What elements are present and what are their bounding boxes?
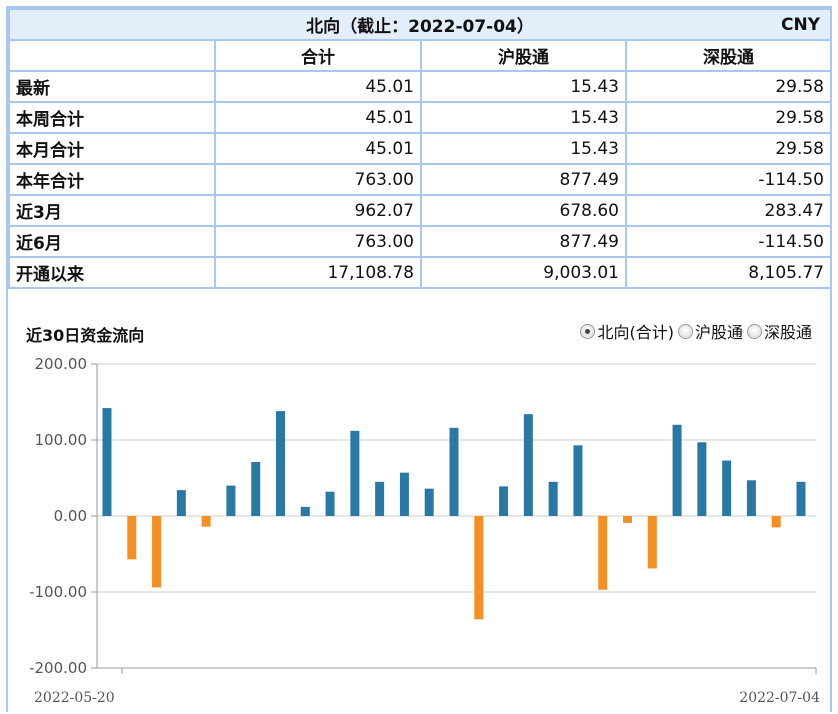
x-tick-label: 2022-07-04	[739, 690, 820, 706]
bar[interactable]	[672, 424, 682, 516]
cell-total: 45.01	[214, 70, 422, 103]
bar[interactable]	[623, 516, 632, 523]
bar[interactable]	[201, 516, 211, 527]
bar[interactable]	[796, 481, 806, 516]
bar[interactable]	[325, 491, 335, 516]
cell-total: 763.00	[214, 225, 422, 258]
axis	[91, 363, 817, 674]
bar[interactable]	[176, 490, 186, 516]
bar[interactable]	[375, 481, 385, 516]
row-label: 近6月	[8, 225, 216, 258]
cell-total: 45.01	[214, 101, 422, 134]
bar[interactable]	[573, 445, 583, 516]
cell-total: 45.01	[214, 132, 422, 165]
column-header-sh: 沪股通	[420, 39, 627, 72]
row-label: 开通以来	[8, 256, 216, 289]
table-row: 本周合计 45.01 15.43 29.58	[8, 101, 832, 134]
row-label: 近3月	[8, 194, 216, 227]
bar[interactable]	[499, 486, 509, 516]
x-tick-label: 2022-05-20	[34, 690, 115, 706]
bar[interactable]	[399, 472, 409, 516]
row-label: 本周合计	[8, 101, 216, 134]
bars	[102, 408, 806, 620]
table-header-row: 北向（截止：2022-07-04） CNY	[8, 8, 832, 41]
bar[interactable]	[523, 414, 533, 516]
radio-checked-icon[interactable]	[580, 323, 596, 339]
row-label: 本年合计	[8, 163, 216, 196]
table-row: 本月合计 45.01 15.43 29.58	[8, 132, 832, 165]
bar[interactable]	[598, 516, 608, 590]
y-tick-label: -100.00	[29, 583, 87, 601]
radio-label: 北向(合计)	[597, 323, 674, 342]
radio-unchecked-icon[interactable]	[677, 323, 693, 339]
cell-sz: 283.47	[625, 194, 832, 227]
column-header-total: 合计	[214, 39, 422, 72]
summary-table: 北向（截止：2022-07-04） CNY 合计 沪股通 深股通 最新 45.0…	[8, 8, 832, 289]
bar[interactable]	[722, 460, 732, 516]
radio-north-total[interactable]: 北向(合计)	[580, 319, 674, 343]
radio-sh-connect[interactable]: 沪股通	[677, 319, 743, 343]
row-label: 本月合计	[8, 132, 216, 165]
bar[interactable]	[102, 408, 112, 516]
cell-sz: -114.50	[625, 163, 832, 196]
bar[interactable]	[746, 480, 756, 516]
bar[interactable]	[647, 516, 657, 569]
bar[interactable]	[424, 488, 434, 516]
table-row: 最新 45.01 15.43 29.58	[8, 70, 832, 103]
bar[interactable]	[350, 430, 360, 516]
bar[interactable]	[300, 506, 310, 516]
radio-unchecked-icon[interactable]	[746, 323, 762, 339]
radio-label: 深股通	[763, 323, 812, 342]
currency-label: CNY	[780, 15, 820, 35]
cell-sz: 29.58	[625, 101, 832, 134]
column-header-blank	[8, 39, 216, 72]
table-row: 本年合计 763.00 877.49 -114.50	[8, 163, 832, 196]
cell-sh: 678.60	[420, 194, 627, 227]
radio-sz-connect[interactable]: 深股通	[746, 319, 812, 343]
series-selector: 北向(合计) 沪股通 深股通	[580, 319, 812, 343]
column-header-sz: 深股通	[625, 39, 832, 72]
cell-sh: 877.49	[420, 225, 627, 258]
cell-sh: 15.43	[420, 101, 627, 134]
column-header-row: 合计 沪股通 深股通	[8, 39, 832, 72]
radio-label: 沪股通	[694, 323, 743, 342]
y-tick-label: 100.00	[35, 431, 88, 449]
cell-total: 17,108.78	[214, 256, 422, 289]
north-flow-panel: 北向（截止：2022-07-04） CNY 合计 沪股通 深股通 最新 45.0…	[6, 6, 832, 712]
bar[interactable]	[127, 516, 137, 560]
cell-sz: 29.58	[625, 132, 832, 165]
cell-total: 962.07	[214, 194, 422, 227]
bar[interactable]	[771, 516, 781, 528]
cell-sz: 29.58	[625, 70, 832, 103]
bar[interactable]	[474, 516, 484, 620]
row-label: 最新	[8, 70, 216, 103]
cell-sz: 8,105.77	[625, 256, 832, 289]
table-title-cell: 北向（截止：2022-07-04） CNY	[8, 8, 832, 41]
cell-sh: 877.49	[420, 163, 627, 196]
bar[interactable]	[697, 442, 707, 516]
table-row: 开通以来 17,108.78 9,003.01 8,105.77	[8, 256, 832, 289]
cell-sh: 15.43	[420, 132, 627, 165]
bar[interactable]	[276, 411, 285, 516]
y-tick-label: 200.00	[35, 355, 88, 373]
flow-bar-chart: 200.00 100.00 0.00 -100.00 -200.00 2022-05-20…	[29, 355, 820, 706]
tick-labels: 200.00 100.00 0.00 -100.00 -200.00 2022-05-20…	[29, 355, 820, 706]
y-tick-label: -200.00	[29, 659, 87, 677]
table-row: 近3月 962.07 678.60 283.47	[8, 194, 832, 227]
y-tick-label: 0.00	[54, 507, 87, 525]
cell-sh: 15.43	[420, 70, 627, 103]
bar[interactable]	[226, 485, 236, 516]
cell-sh: 9,003.01	[420, 256, 627, 289]
bar[interactable]	[548, 481, 558, 516]
cell-total: 763.00	[214, 163, 422, 196]
table-title: 北向（截止：2022-07-04）	[306, 17, 534, 37]
bar[interactable]	[152, 516, 162, 588]
table-row: 近6月 763.00 877.49 -114.50	[8, 225, 832, 258]
bar[interactable]	[251, 462, 261, 516]
bar[interactable]	[449, 427, 459, 516]
cell-sz: -114.50	[625, 225, 832, 258]
chart-title: 近30日资金流向	[26, 326, 145, 345]
